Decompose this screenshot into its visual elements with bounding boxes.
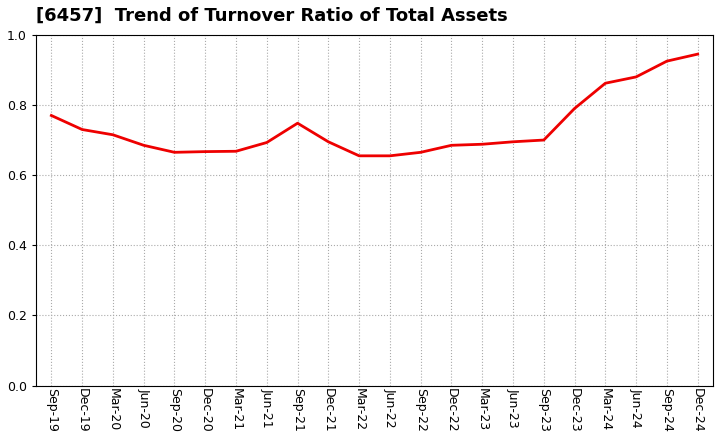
Text: [6457]  Trend of Turnover Ratio of Total Assets: [6457] Trend of Turnover Ratio of Total … <box>36 7 508 25</box>
